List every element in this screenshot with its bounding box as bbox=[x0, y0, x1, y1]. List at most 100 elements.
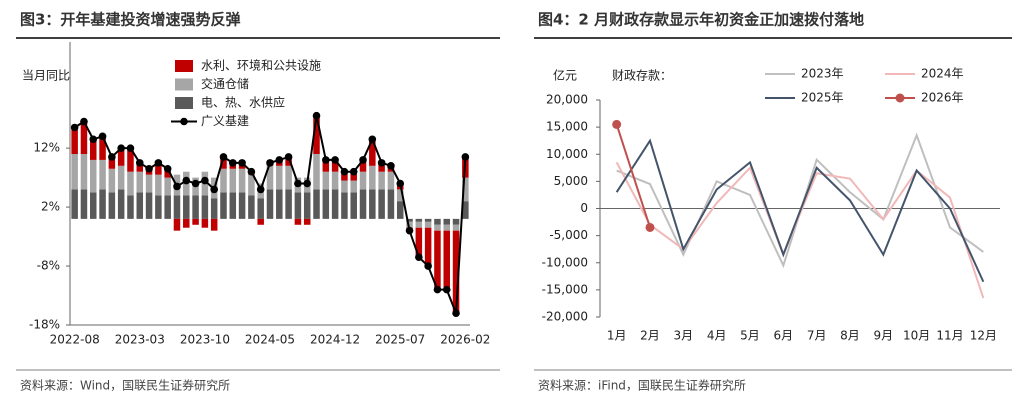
bar-segment bbox=[238, 168, 246, 193]
y-axis-label: 亿元 bbox=[553, 68, 577, 83]
series-line bbox=[615, 124, 651, 228]
line-marker bbox=[98, 132, 107, 141]
legend-label: 2024年 bbox=[921, 67, 964, 81]
line-marker bbox=[201, 176, 209, 185]
bar-segment bbox=[117, 148, 125, 166]
line-marker bbox=[396, 179, 405, 188]
line-marker bbox=[145, 164, 153, 173]
line-marker bbox=[368, 135, 377, 144]
bar-segment bbox=[210, 218, 218, 231]
bar-segment bbox=[322, 171, 330, 190]
bar-segment bbox=[396, 189, 404, 202]
bar-segment bbox=[117, 189, 125, 219]
x-tick-label: 2024-05 bbox=[245, 333, 295, 347]
bar-segment bbox=[173, 195, 181, 219]
bar-segment bbox=[276, 189, 283, 219]
bar-segment bbox=[285, 156, 292, 166]
bar-segment bbox=[220, 156, 227, 169]
bar-segment bbox=[155, 195, 162, 219]
bar-segment bbox=[257, 198, 264, 219]
x-tick-label: 2026-02 bbox=[440, 333, 490, 347]
bar-segment bbox=[71, 154, 78, 190]
legend-label: 广义基建 bbox=[201, 114, 249, 128]
legend-label: 2023年 bbox=[801, 67, 844, 81]
bar-segment bbox=[248, 174, 255, 196]
x-tick-label: 2025-07 bbox=[375, 333, 425, 347]
chart-title: 图4：2 月财政存款显示年初资金正加速拨付落地 bbox=[538, 11, 864, 29]
bar-segment bbox=[127, 171, 134, 196]
line-marker bbox=[89, 135, 98, 144]
y-tick-label: -8% bbox=[37, 259, 60, 273]
bar-segment bbox=[127, 195, 134, 219]
bar-segment bbox=[452, 218, 460, 225]
line-marker bbox=[331, 156, 339, 164]
y-tick-label: -18% bbox=[29, 318, 60, 332]
y-tick-label: 10,000 bbox=[546, 147, 588, 161]
line-marker bbox=[135, 159, 144, 167]
line-marker bbox=[191, 179, 200, 188]
line-marker bbox=[182, 176, 191, 185]
line-marker bbox=[238, 159, 246, 167]
line-marker bbox=[303, 179, 312, 188]
bar-segment bbox=[71, 127, 78, 155]
bar-segment bbox=[424, 221, 432, 228]
bar-segment bbox=[90, 139, 97, 160]
line-marker bbox=[612, 119, 622, 129]
y-tick-label: -15,000 bbox=[542, 282, 588, 296]
bar-segment bbox=[173, 218, 181, 231]
bar-segment bbox=[164, 195, 171, 219]
bar-segment bbox=[415, 227, 423, 258]
y-tick-label: 20,000 bbox=[546, 93, 588, 107]
y-tick-label: 15,000 bbox=[546, 120, 588, 134]
source-note: 资料来源：Wind，国联民生证券研究所 bbox=[20, 378, 230, 393]
legend-label: 水利、环境和公共设施 bbox=[201, 58, 321, 73]
legend-swatch bbox=[895, 93, 905, 103]
bar-segment bbox=[322, 159, 330, 172]
bar-segment bbox=[331, 189, 339, 219]
bar-segment bbox=[164, 177, 171, 196]
x-tick-label: 12月 bbox=[970, 329, 997, 343]
bar-segment bbox=[90, 159, 97, 193]
bar-segment bbox=[359, 159, 367, 172]
bar-segment bbox=[452, 224, 460, 231]
bar-segment bbox=[257, 218, 264, 225]
bar-segment bbox=[117, 165, 125, 190]
bar-segment bbox=[201, 195, 209, 219]
line-marker bbox=[210, 185, 218, 194]
series-line bbox=[616, 132, 984, 269]
bar-segment bbox=[387, 189, 395, 219]
bar-segment bbox=[303, 192, 311, 219]
bar-segment bbox=[424, 218, 432, 222]
bar-segment bbox=[294, 218, 302, 225]
bar-segment bbox=[443, 230, 450, 290]
x-tick-label: 10月 bbox=[903, 329, 930, 343]
bar-segment bbox=[108, 168, 116, 193]
line-marker bbox=[377, 159, 386, 167]
line-marker bbox=[349, 167, 358, 176]
bar-segment bbox=[201, 218, 209, 228]
legend-swatch bbox=[175, 78, 193, 91]
bar-segment bbox=[294, 192, 302, 219]
source-note: 资料来源：iFind，国联民生证券研究所 bbox=[538, 378, 746, 393]
bar-segment bbox=[378, 171, 385, 190]
bar-segment bbox=[322, 189, 330, 219]
bar-segment bbox=[220, 192, 227, 219]
legend-swatch bbox=[175, 97, 193, 109]
bar-segment bbox=[387, 171, 395, 190]
bar-segment bbox=[229, 168, 237, 193]
bar-segment bbox=[415, 221, 423, 228]
bar-segment bbox=[99, 136, 106, 160]
bar-segment bbox=[80, 189, 88, 219]
bar-segment bbox=[359, 189, 367, 219]
bar-segment bbox=[313, 154, 320, 190]
bar-segment bbox=[248, 195, 255, 219]
bar-segment bbox=[108, 192, 116, 219]
y-tick-label: -5,000 bbox=[549, 228, 588, 242]
bar-segment bbox=[359, 171, 367, 190]
bar-segment bbox=[462, 177, 469, 202]
x-tick-label: 2024-12 bbox=[310, 333, 360, 347]
bar-segment bbox=[99, 189, 106, 219]
legend-swatch bbox=[180, 117, 188, 126]
bar-segment bbox=[266, 165, 274, 190]
line-marker bbox=[154, 159, 163, 167]
